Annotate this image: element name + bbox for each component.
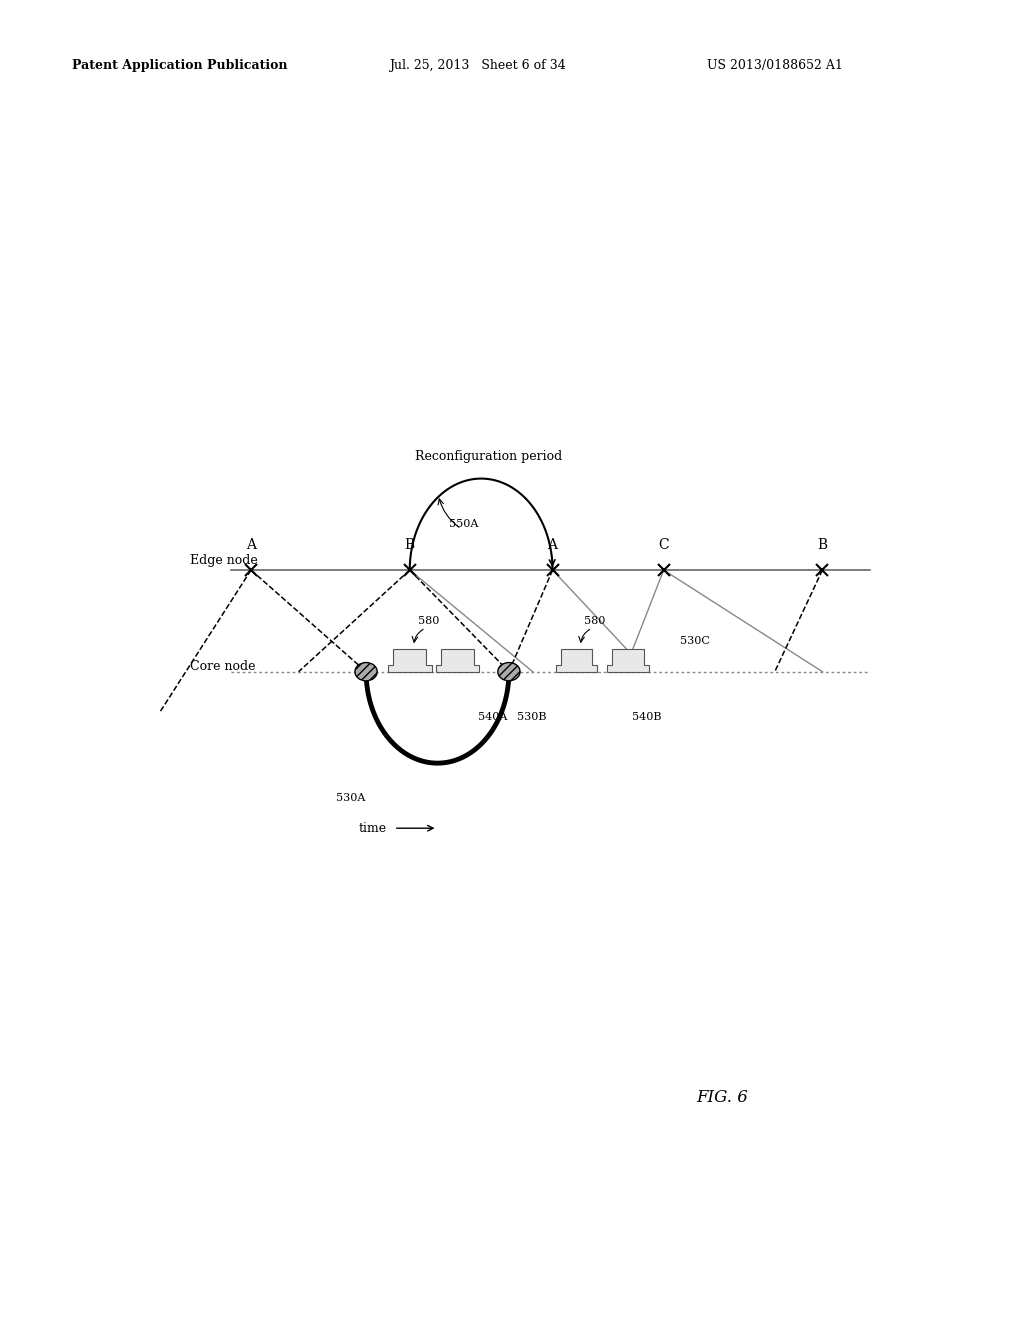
Polygon shape xyxy=(556,649,597,672)
Text: 550A: 550A xyxy=(450,519,479,529)
Text: 540A: 540A xyxy=(478,713,508,722)
Text: 580: 580 xyxy=(585,616,605,626)
Ellipse shape xyxy=(355,663,377,681)
Text: 540B: 540B xyxy=(632,713,662,722)
Text: 530C: 530C xyxy=(680,636,710,645)
Text: B: B xyxy=(817,537,827,552)
Polygon shape xyxy=(607,649,648,672)
Text: time: time xyxy=(358,822,386,834)
Text: 580: 580 xyxy=(418,616,439,626)
Text: 530B: 530B xyxy=(517,713,547,722)
Text: Patent Application Publication: Patent Application Publication xyxy=(72,59,287,73)
Text: 530A: 530A xyxy=(336,792,365,803)
Text: B: B xyxy=(404,537,415,552)
Text: Edge node: Edge node xyxy=(189,554,258,566)
Text: US 2013/0188652 A1: US 2013/0188652 A1 xyxy=(707,59,843,73)
Text: C: C xyxy=(658,537,669,552)
Text: A: A xyxy=(548,537,558,552)
Polygon shape xyxy=(388,649,431,672)
Text: FIG. 6: FIG. 6 xyxy=(696,1089,749,1106)
Text: Reconfiguration period: Reconfiguration period xyxy=(416,450,563,463)
Text: Jul. 25, 2013   Sheet 6 of 34: Jul. 25, 2013 Sheet 6 of 34 xyxy=(389,59,566,73)
Text: Core node: Core node xyxy=(189,660,255,673)
Text: A: A xyxy=(246,537,256,552)
Ellipse shape xyxy=(498,663,520,681)
Polygon shape xyxy=(435,649,479,672)
